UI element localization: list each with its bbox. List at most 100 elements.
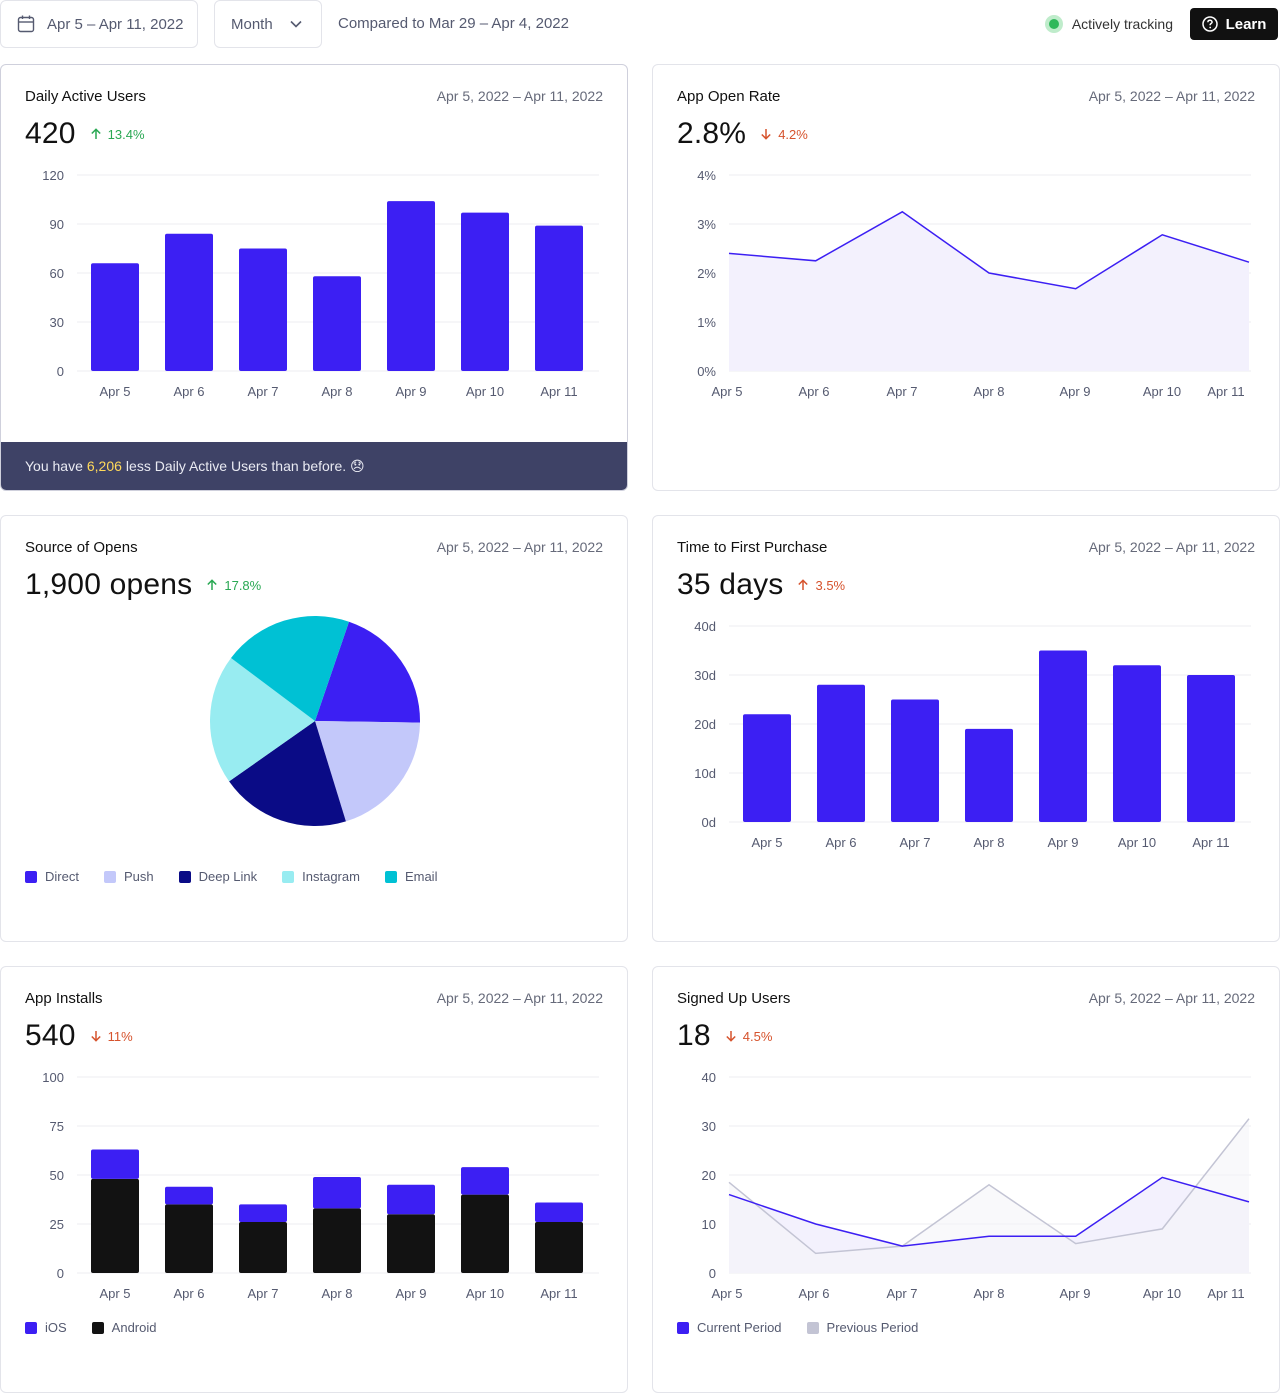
- y-tick-label: 30: [50, 315, 64, 330]
- x-tick-label: Apr 8: [973, 384, 1004, 399]
- y-tick-label: 10d: [694, 766, 716, 781]
- arrow-down-icon: [90, 1031, 101, 1042]
- kpi-delta: 4.2%: [760, 127, 808, 142]
- bar: [165, 233, 213, 371]
- kpi-delta: 4.5%: [725, 1028, 773, 1044]
- card-title: Source of Opens: [25, 539, 138, 556]
- x-tick-label: Apr 9: [395, 384, 426, 399]
- insight-prefix: You have: [25, 458, 83, 474]
- y-tick-label: 0: [57, 1266, 64, 1281]
- kpi-delta-value: 13.4%: [107, 126, 145, 142]
- kpi-value: 420: [25, 117, 76, 150]
- bar: [461, 212, 509, 371]
- arrow-down-icon: [761, 129, 771, 140]
- card-title: App Installs: [25, 990, 103, 1007]
- x-tick-label: Apr 11: [1207, 1286, 1244, 1301]
- card-app-open-rate: 0% 1% 2% 3% 4% Apr 5 Apr 6 Apr 7 Apr 8 Apr 9 Apr 1…: [652, 64, 1280, 491]
- learn-button[interactable]: Learn: [1190, 8, 1278, 40]
- x-tick-label: Apr 6: [173, 1286, 204, 1301]
- period-select[interactable]: Month: [214, 0, 322, 48]
- x-tick-label: Apr 9: [1059, 1286, 1090, 1301]
- purchase-chart: 0d 10d 20d 30d 40d Apr 5 Apr 6 Apr 7 Apr 8 Apr 9 A…: [694, 619, 1251, 850]
- y-tick-label: 40: [702, 1070, 716, 1085]
- x-tick-label: Apr 5: [99, 1286, 130, 1301]
- y-tick-label: 0d: [702, 815, 716, 830]
- card-time-to-first-purchase: 0d 10d 20d 30d 40d Apr 5 Apr 6 Apr 7 Apr 8 Apr 9 A…: [652, 515, 1280, 942]
- x-tick-label: Apr 6: [798, 384, 829, 399]
- bar-segment-ios: [165, 1186, 213, 1205]
- arrow-up-icon: [798, 579, 809, 590]
- y-tick-label: 0%: [697, 364, 716, 379]
- legend-swatch: [677, 1321, 689, 1334]
- kpi-delta-value: 3.5%: [815, 577, 846, 593]
- legend-item: Android: [91, 1320, 156, 1335]
- insight-banner: You have 6,206 less Daily Active Users t…: [1, 442, 627, 490]
- y-tick-label: 1%: [697, 315, 716, 330]
- kpi-delta: 17.8%: [206, 578, 261, 593]
- y-tick-label: 3%: [697, 217, 716, 232]
- legend-item: iOS: [25, 1320, 67, 1335]
- x-tick-label: Apr 9: [1047, 835, 1078, 850]
- legend-swatch: [91, 1321, 104, 1334]
- series-area: [729, 1118, 1249, 1273]
- x-tick-label: Apr 10: [1118, 835, 1156, 850]
- kpi-value: 2.8%: [677, 117, 747, 150]
- y-tick-label: 100: [42, 1070, 64, 1085]
- kpi-delta: 13.4%: [90, 127, 145, 142]
- help-circle-icon: [1201, 16, 1218, 32]
- card-title: Daily Active Users: [25, 88, 146, 105]
- y-tick-label: 25: [50, 1217, 64, 1232]
- legend-label: Email: [404, 869, 438, 884]
- card-daily-active-users: 0 30 60 90 120 Apr 5 Apr 6 Apr 7 Apr 8 Apr 9 Apr 1…: [0, 64, 628, 491]
- bar: [743, 714, 791, 822]
- x-tick-label: Apr 7: [247, 384, 278, 399]
- kpi-delta-value: 4.2%: [778, 126, 808, 142]
- kpi-delta-value: 17.8%: [224, 577, 262, 593]
- y-tick-label: 10: [702, 1217, 716, 1232]
- open-rate-chart: 0% 1% 2% 3% 4% Apr 5 Apr 6 Apr 7 Apr 8 Apr 9 Apr 1…: [697, 168, 1251, 399]
- kpi-value: 18: [677, 1019, 711, 1052]
- legend-swatch: [25, 870, 37, 883]
- kpi-delta-value: 4.5%: [742, 1028, 773, 1044]
- bar-segment-ios: [461, 1167, 509, 1195]
- kpi: 2.8% 4.2%: [677, 117, 808, 151]
- x-tick-label: Apr 10: [466, 384, 504, 399]
- card-date: Apr 5, 2022 – Apr 11, 2022: [436, 539, 603, 555]
- pie-slice-direct: [315, 621, 421, 723]
- tracking-label: Actively tracking: [1071, 16, 1173, 32]
- card-title: Signed Up Users: [677, 990, 791, 1007]
- bar: [239, 248, 287, 371]
- card-title: App Open Rate: [677, 88, 781, 105]
- x-tick-label: Apr 8: [321, 384, 352, 399]
- y-tick-label: 30: [702, 1119, 716, 1134]
- y-tick-label: 30d: [694, 668, 716, 683]
- card-date: Apr 5, 2022 – Apr 11, 2022: [436, 990, 603, 1006]
- bar: [891, 699, 939, 822]
- y-tick-label: 50: [50, 1168, 64, 1183]
- legend-item: Current Period: [677, 1320, 782, 1335]
- bar: [1113, 665, 1161, 822]
- x-tick-label: Apr 10: [1143, 1286, 1181, 1301]
- bar: [535, 225, 583, 371]
- y-tick-label: 2%: [697, 266, 716, 281]
- y-tick-label: 20d: [694, 717, 716, 732]
- card-date: Apr 5, 2022 – Apr 11, 2022: [1088, 990, 1255, 1006]
- kpi: 1,900 opens 17.8%: [25, 568, 261, 602]
- status-dot-icon: [1044, 15, 1063, 33]
- y-tick-label: 75: [50, 1119, 64, 1134]
- legend-label: Instagram: [302, 869, 360, 884]
- installs-legend: iOS Android: [25, 1320, 181, 1335]
- card-signed-up-users: 0 10 20 30 40 Apr 5 Apr 6 Apr 7 Apr 8 Apr 9 Apr 10…: [652, 966, 1280, 1393]
- legend-swatch: [25, 1321, 37, 1334]
- date-range-button[interactable]: Apr 5 – Apr 11, 2022: [0, 0, 198, 48]
- comparison-text: Compared to Mar 29 – Apr 4, 2022: [338, 15, 569, 32]
- card-date: Apr 5, 2022 – Apr 11, 2022: [1088, 88, 1255, 104]
- kpi-value: 35 days: [677, 568, 784, 601]
- dau-chart: 0 30 60 90 120 Apr 5 Apr 6 Apr 7 Apr 8 Apr 9 Apr 1…: [42, 168, 599, 399]
- x-tick-label: Apr 11: [540, 1286, 577, 1301]
- x-tick-label: Apr 6: [825, 835, 856, 850]
- insight-highlight: 6,206: [86, 458, 122, 474]
- bar-segment-ios: [535, 1202, 583, 1223]
- chevron-down-icon: [290, 20, 302, 28]
- arrow-down-icon: [726, 1031, 736, 1042]
